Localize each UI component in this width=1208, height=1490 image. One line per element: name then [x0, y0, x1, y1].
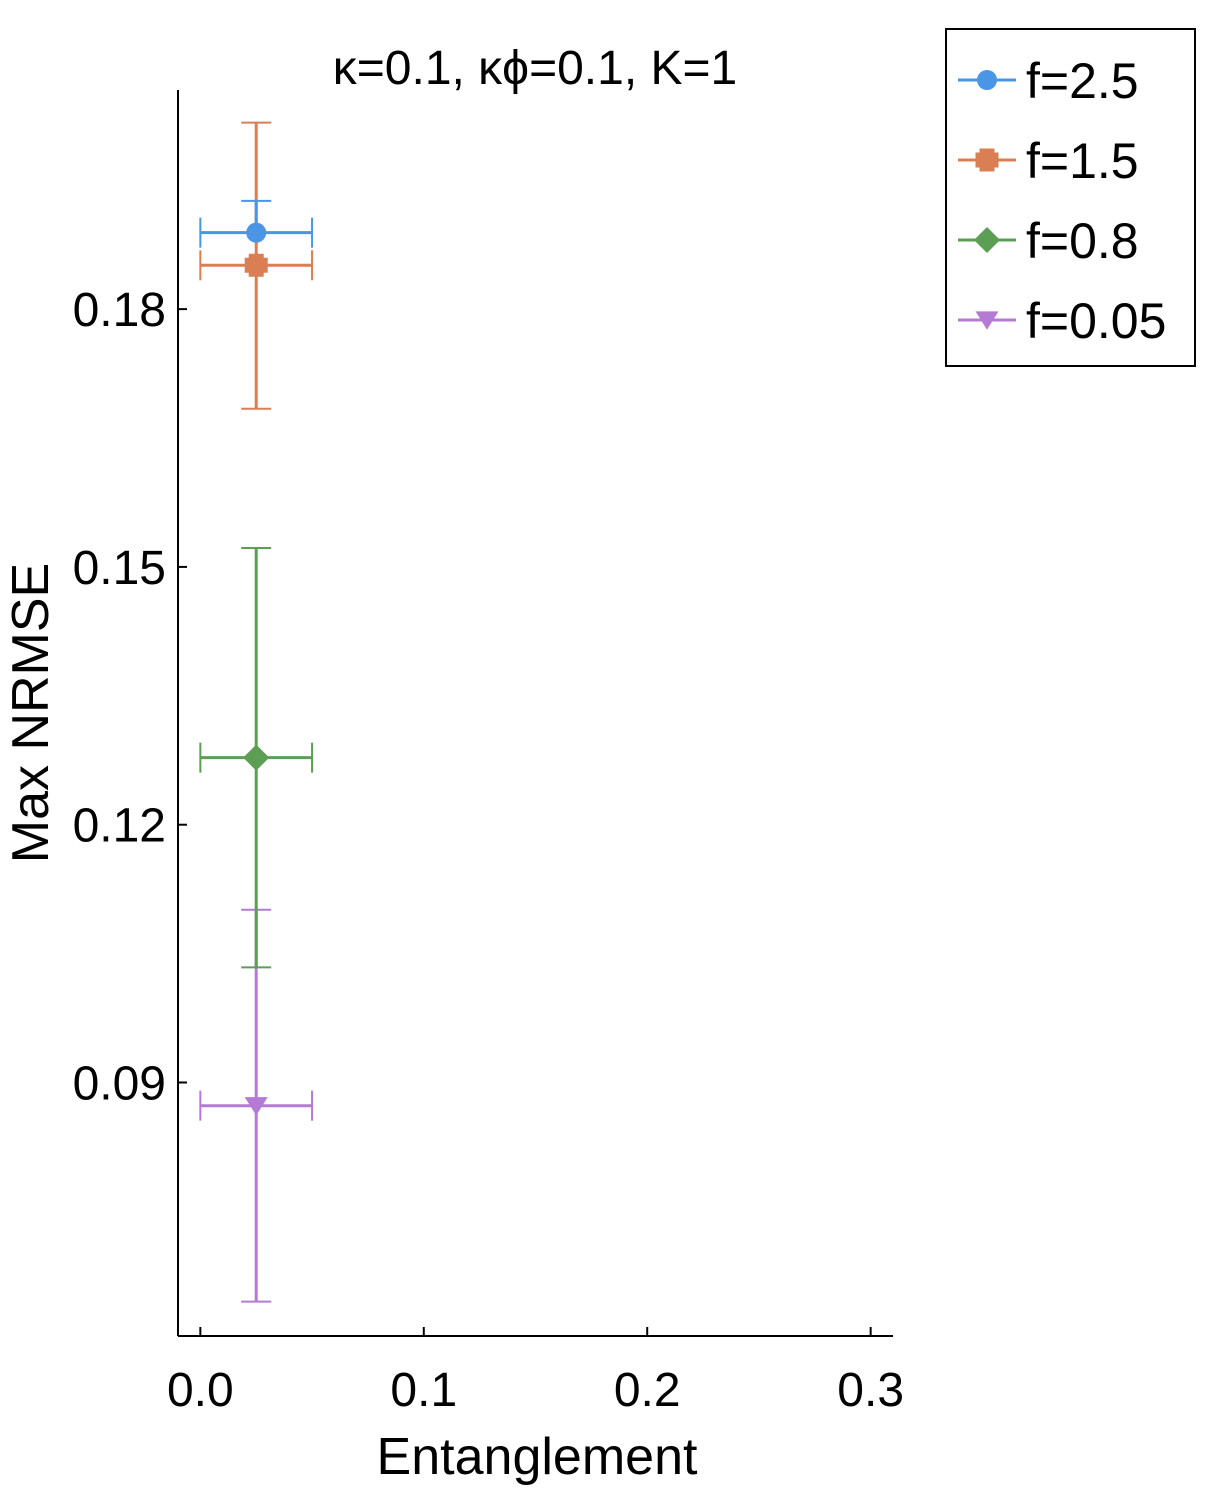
x-tick-label: 0.3 [837, 1364, 904, 1417]
x-axis-title: Entanglement [377, 1428, 698, 1486]
plot-area: 0.0 0.1 0.2 0.3 0.09 0.12 0.15 0.18 [73, 90, 904, 1417]
y-tick-label: 0.09 [73, 1058, 166, 1111]
legend-item: f=1.5 [958, 133, 1139, 189]
legend-marker [977, 70, 997, 90]
legend-label: f=0.05 [1026, 293, 1166, 349]
data-point [243, 744, 270, 771]
y-tick-label: 0.15 [73, 542, 166, 595]
series-f=2.5 [199, 199, 314, 248]
chart-title: κ=0.1, κϕ=0.1, K=1 [333, 42, 737, 95]
y-tick-label: 0.18 [73, 284, 166, 337]
series-f=0.8 [199, 547, 314, 969]
series-layer [199, 121, 314, 1303]
legend-item: f=0.05 [958, 293, 1166, 349]
x-tick-label: 0.1 [390, 1364, 457, 1417]
legend-item: f=2.5 [958, 53, 1139, 109]
y-axis-title: Max NRMSE [2, 563, 60, 863]
series-f=1.5 [199, 121, 314, 410]
legend-marker [975, 148, 999, 172]
legend-item: f=0.8 [958, 213, 1139, 269]
x-tick-label: 0.0 [167, 1364, 234, 1417]
legend-label: f=0.8 [1026, 213, 1139, 269]
legend-label: f=1.5 [1026, 133, 1139, 189]
data-point [244, 1097, 268, 1116]
data-point [246, 222, 267, 243]
legend-label: f=2.5 [1026, 53, 1139, 109]
y-tick-label: 0.12 [73, 800, 166, 853]
y-ticks: 0.09 0.12 0.15 0.18 [73, 284, 187, 1111]
legend: f=2.5 f=1.5 f=0.8 f=0.05 [945, 28, 1196, 367]
data-point [244, 253, 268, 277]
legend-marker [974, 227, 1000, 253]
legend-marker [975, 311, 999, 330]
x-ticks: 0.0 0.1 0.2 0.3 [167, 1327, 904, 1417]
legend-box [945, 28, 1196, 367]
x-tick-label: 0.2 [614, 1364, 681, 1417]
series-f=0.05 [199, 908, 314, 1303]
